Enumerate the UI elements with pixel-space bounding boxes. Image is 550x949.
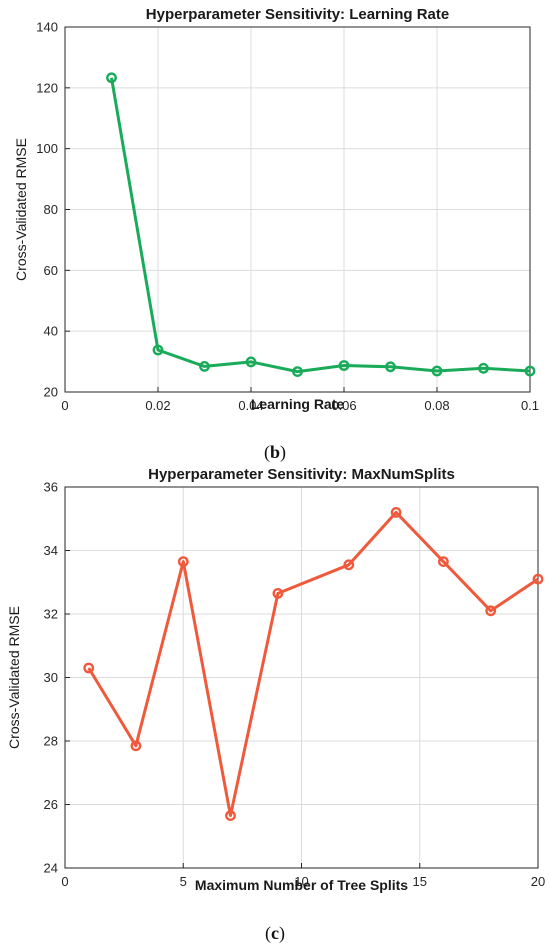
- series-learning-rate: [106, 72, 536, 377]
- series-max-num-splits: [83, 507, 544, 821]
- x-tick-label: 0.06: [331, 398, 356, 413]
- y-tick-label: 120: [36, 80, 58, 95]
- x-tick-labels: 0 0.02 0.04 0.06 0.08 0.1: [61, 387, 539, 413]
- data-point: [524, 365, 536, 377]
- learning-rate-chart: Hyperparameter Sensitivity: Learning Rat…: [13, 6, 539, 463]
- y-tick-labels: 24 26 28 30 32 34 36: [44, 480, 70, 876]
- chart-title: Hyperparameter Sensitivity: Learning Rat…: [146, 6, 449, 23]
- y-tick-label: 60: [44, 263, 58, 278]
- y-tick-label: 36: [44, 480, 58, 495]
- data-point: [245, 356, 257, 368]
- x-tick-label: 5: [180, 874, 187, 889]
- x-tick-label: 0.02: [145, 398, 170, 413]
- x-axis-label: Maximum Number of Tree Splits: [195, 877, 408, 893]
- y-tick-label: 24: [44, 861, 58, 876]
- y-tick-label: 40: [44, 324, 58, 339]
- max-num-splits-chart: Hyperparameter Sensitivity: MaxNumSplits…: [6, 466, 545, 944]
- data-point: [152, 344, 164, 356]
- chart-title: Hyperparameter Sensitivity: MaxNumSplits: [148, 466, 455, 483]
- x-tick-label: 0.04: [238, 398, 263, 413]
- x-tick-label: 0: [61, 874, 68, 889]
- x-tick-label: 0.08: [424, 398, 449, 413]
- y-tick-label: 80: [44, 202, 58, 217]
- data-point: [199, 360, 210, 372]
- data-point: [431, 365, 443, 377]
- y-tick-labels: 20 40 60 80 100 120 140: [36, 20, 70, 400]
- data-point: [225, 810, 236, 821]
- data-point: [385, 361, 396, 373]
- data-point: [437, 556, 449, 567]
- grid-lines: [65, 27, 530, 392]
- data-point: [106, 72, 117, 84]
- y-tick-label: 140: [36, 20, 58, 35]
- x-axis-label: Learning Rate: [251, 396, 345, 412]
- data-point: [338, 360, 350, 371]
- data-point: [292, 366, 303, 377]
- x-tick-label: 10: [294, 874, 308, 889]
- data-point: [485, 605, 497, 617]
- y-tick-label: 34: [44, 543, 58, 558]
- panel-label: (b): [264, 442, 286, 463]
- y-tick-label: 20: [44, 385, 58, 400]
- data-point: [390, 507, 402, 518]
- data-point: [343, 559, 355, 571]
- panel-letter: c: [271, 923, 279, 943]
- series-line: [110, 77, 531, 374]
- y-axis-label: Cross-Validated RMSE: [13, 138, 29, 281]
- y-tick-label: 28: [44, 734, 58, 749]
- data-point: [272, 588, 284, 599]
- x-tick-labels: 0 5 10 15 20: [61, 863, 545, 889]
- data-point: [532, 573, 544, 585]
- series-line: [87, 510, 539, 818]
- panel-letter: b: [270, 442, 280, 462]
- y-tick-label: 32: [44, 607, 58, 622]
- data-point: [478, 362, 489, 374]
- panel-label: (c): [265, 923, 285, 944]
- x-tick-label: 15: [413, 874, 427, 889]
- y-tick-label: 26: [44, 797, 58, 812]
- y-axis-label: Cross-Validated RMSE: [6, 606, 22, 749]
- grid-lines: [65, 487, 538, 868]
- x-tick-label: 0: [61, 398, 68, 413]
- x-tick-label: 20: [531, 874, 545, 889]
- y-tick-label: 100: [36, 141, 58, 156]
- x-tick-label: 0.1: [521, 398, 539, 413]
- data-point: [130, 740, 142, 752]
- data-point: [83, 662, 95, 674]
- y-tick-label: 30: [44, 670, 58, 685]
- data-point: [177, 556, 189, 567]
